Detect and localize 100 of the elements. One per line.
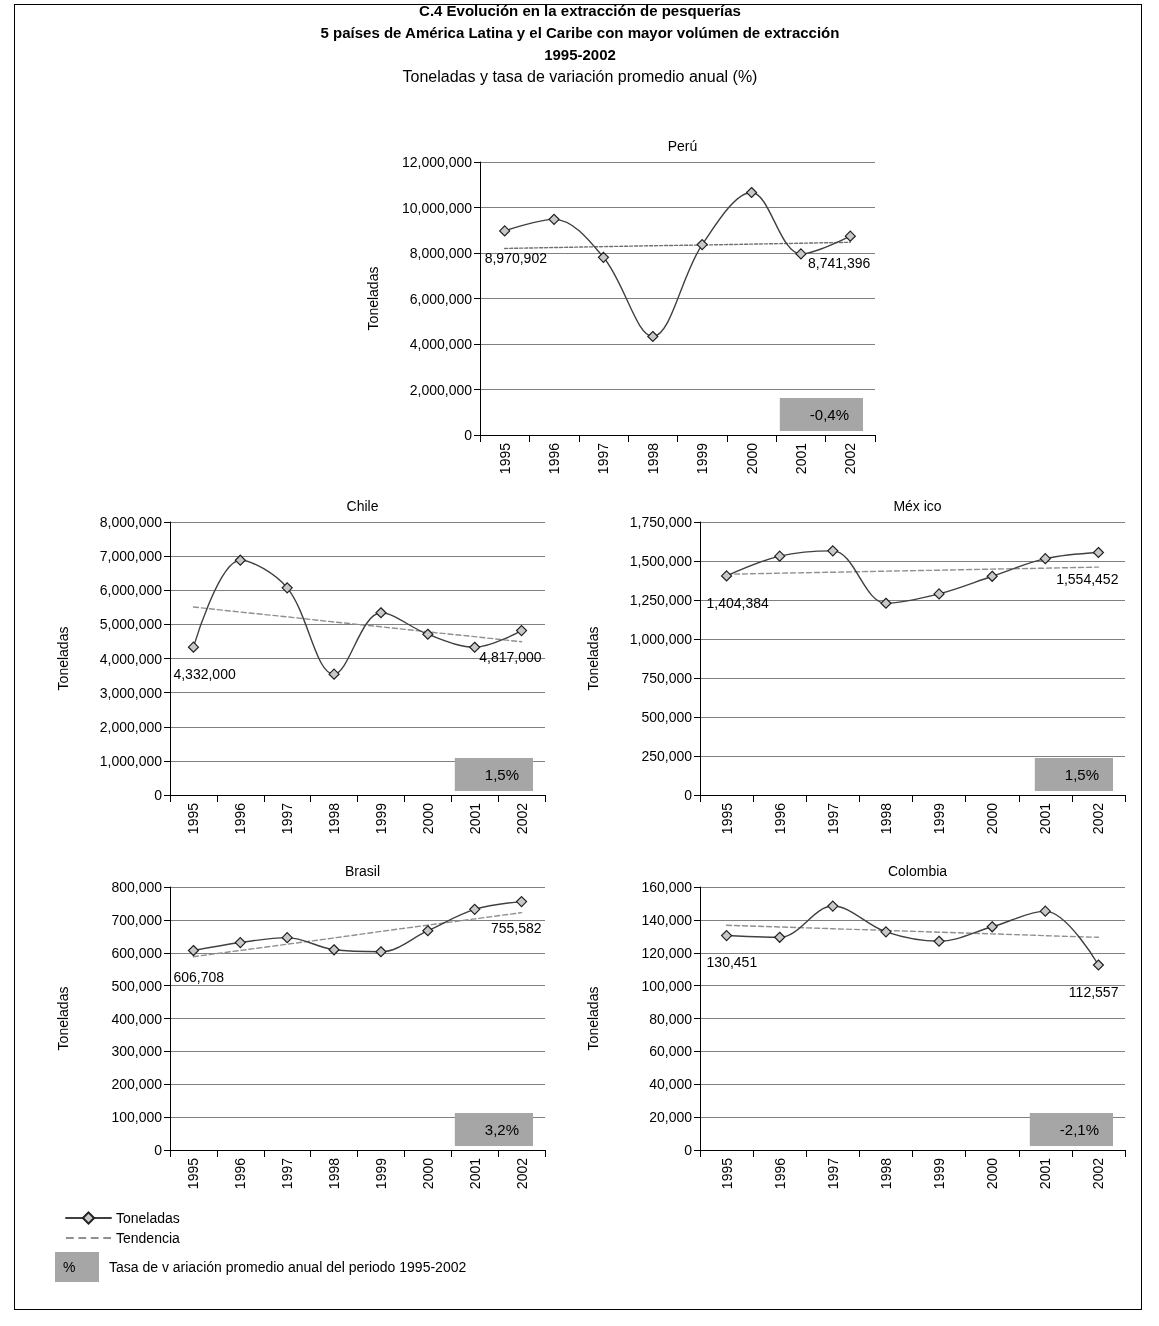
y-tick-label: 1,000,000	[99, 752, 163, 769]
y-tick-label: 8,000,000	[99, 514, 163, 530]
data-label: 130,451	[706, 954, 758, 971]
point	[933, 588, 945, 600]
x-tick-label: 1995	[185, 802, 202, 835]
data-label: 755,582	[490, 920, 542, 937]
y-tick-label: 80,000	[649, 1010, 693, 1027]
data-label: 112,557	[1068, 983, 1119, 1000]
x-tick-label: 2002	[842, 442, 859, 475]
y-tick-label: 2,000,000	[99, 718, 163, 735]
x-tick-label: 2002	[513, 802, 530, 835]
y-tick-label: 140,000	[641, 911, 693, 928]
point	[827, 900, 839, 912]
x-tick-label: 2000	[419, 802, 436, 835]
point	[422, 925, 434, 937]
text: Tasa de v ariación promedio anual del periodo 1995-2002	[109, 1259, 467, 1275]
y-tick-label: 6,000,000	[99, 582, 163, 599]
point	[720, 570, 733, 582]
point	[1039, 553, 1051, 565]
point	[234, 936, 246, 949]
point	[328, 944, 340, 956]
data-label: 1,404,384	[706, 594, 770, 611]
y-tick-label: 0	[154, 1142, 163, 1158]
y-tick-label: 60,000	[649, 1043, 693, 1060]
y-tick-label: 1,500,000	[629, 553, 693, 569]
x-tick-label: 1996	[771, 1157, 788, 1190]
y-tick-label: 700,000	[111, 911, 163, 928]
x-tick-label: 2001	[466, 1157, 483, 1190]
y-tick-label: 1,750,000	[629, 514, 693, 530]
point	[375, 946, 387, 958]
point	[647, 330, 659, 343]
x-tick-label: 2000	[984, 802, 1001, 835]
y-tick-label: 40,000	[649, 1076, 693, 1093]
y-tick-label: 500,000	[641, 709, 693, 725]
y-axis-title: Toneladas	[585, 626, 601, 691]
point	[281, 582, 293, 594]
x-tick-label: 1996	[546, 442, 563, 475]
x-tick-label: 1997	[824, 802, 841, 835]
x-tick-label: 1996	[771, 802, 788, 835]
annotation: -0,4%	[809, 406, 849, 423]
x-tick-label: 2001	[792, 442, 809, 475]
x-tick-label: 2001	[466, 802, 483, 835]
x-tick-label: 1998	[326, 1157, 343, 1190]
y-tick-label: 5,000,000	[99, 616, 163, 633]
point	[597, 251, 610, 263]
x-tick-label: 1998	[326, 802, 343, 835]
chart-title: Brasil	[344, 863, 381, 879]
y-tick-label: 3,000,000	[99, 684, 163, 701]
y-tick-label: 6,000,000	[409, 290, 473, 307]
x-tick-label: 1998	[644, 442, 661, 475]
y-tick-label: 120,000	[641, 944, 693, 961]
y-tick-label: 20,000	[649, 1109, 693, 1126]
y-tick-label: 4,000,000	[409, 336, 473, 352]
text: Toneladas y tasa de variación promedio anual (%)	[401, 68, 759, 86]
y-tick-label: 2,000,000	[409, 381, 473, 398]
x-tick-label: 2002	[513, 1157, 530, 1190]
chart-title: Chile	[346, 498, 379, 514]
point	[1092, 959, 1105, 971]
data-label: 8,970,902	[484, 249, 548, 266]
x-tick-label: 2001	[1037, 1157, 1054, 1190]
point	[933, 935, 945, 947]
y-tick-label: 0	[464, 427, 473, 443]
x-tick-label: 1996	[232, 1157, 249, 1190]
x-tick-label: 1997	[279, 802, 296, 835]
x-tick-label: 2002	[1090, 802, 1107, 835]
point	[696, 238, 708, 251]
x-tick-label: 1998	[877, 1157, 894, 1190]
x-tick-label: 1997	[824, 1157, 841, 1190]
legend-label: Toneladas	[116, 1210, 180, 1226]
point	[986, 570, 998, 582]
point	[745, 186, 758, 199]
x-tick-label: 1997	[279, 1157, 296, 1190]
point	[827, 545, 839, 557]
point	[499, 225, 511, 237]
y-tick-label: 750,000	[641, 670, 693, 686]
x-tick-label: 1995	[496, 442, 513, 475]
y-tick-label: 0	[684, 787, 693, 803]
y-axis-title: Toneladas	[585, 986, 601, 1051]
x-tick-label: 2000	[419, 1157, 436, 1190]
point	[187, 641, 200, 653]
x-tick-label: 2000	[984, 1157, 1001, 1190]
x-tick-label: 1995	[718, 1157, 735, 1190]
text: %	[55, 1252, 99, 1282]
point	[880, 597, 892, 609]
point	[469, 641, 481, 653]
point	[328, 668, 340, 680]
data-label: 1,554,452	[1056, 571, 1119, 588]
annotation: -2,1%	[1059, 1121, 1099, 1138]
point	[1039, 905, 1051, 917]
data-label: 4,817,000	[479, 649, 542, 666]
point	[469, 903, 481, 915]
x-tick-label: 1999	[931, 1157, 948, 1190]
point	[844, 230, 856, 242]
point	[986, 921, 998, 933]
x-tick-label: 2001	[1037, 802, 1054, 835]
y-tick-label: 400,000	[111, 1010, 163, 1027]
point	[548, 213, 560, 225]
point	[774, 931, 786, 943]
x-tick-label: 1996	[232, 802, 249, 835]
point	[720, 929, 733, 942]
